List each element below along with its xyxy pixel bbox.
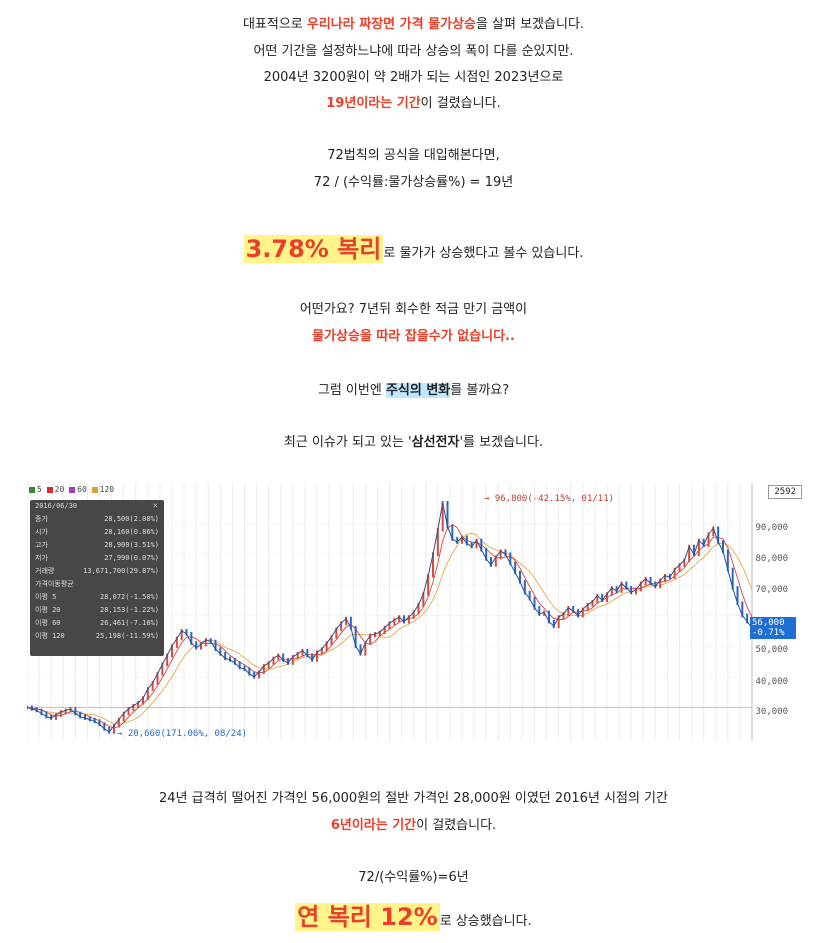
info-row: 이평 120 25,198(-11.59%): [35, 631, 159, 642]
chart-info-panel: 2016/06/30 ✕ 종가 28,500(2.08%) 시가 28,160(0.…: [30, 500, 164, 656]
info-value: 28,072(-1.50%): [99, 593, 159, 601]
text-segment: 을 살펴 보겠습니다.: [475, 17, 585, 32]
legend-item: 60: [77, 485, 87, 494]
text-segment: 로 물가가 상승했다고 볼수 있습니다.: [383, 246, 584, 261]
paragraph-line-12: 24년 급격히 떨어진 가격인 56,000원의 절반 가격인 28,000원 …: [159, 791, 668, 806]
paragraph-line-11: 최근 이슈가 되고 있는 '삼선전자'를 보겠습니다.: [0, 433, 827, 453]
info-key: 가격이동평균: [35, 580, 74, 588]
paragraph-line-9: 물가상승을 따라 잡을수가 없습니다..: [0, 327, 827, 347]
current-price-tag: 56,000 -0.71%: [750, 617, 796, 639]
current-price: 56,000: [752, 618, 785, 628]
legend-swatch: [91, 486, 98, 493]
paragraph-line-4: 19년이라는 기간이 걸렸습니다.: [0, 94, 827, 114]
info-value: 26,461(-7.16%): [99, 619, 159, 627]
chart-corner-value: 2592: [768, 485, 802, 499]
highlight-red-text: 우리나라 짜장면 가격 물가상승: [306, 17, 476, 32]
text-segment: 그럼 이번엔: [317, 383, 386, 398]
bold-text: 삼선전자: [411, 435, 460, 450]
highlight-red-text: 물가상승을 따라 잡을수가 없습니다..: [312, 329, 515, 344]
big-highlight-text: 연 복리 12%: [295, 903, 440, 931]
paragraph-line-10: 그럼 이번엔 주식의 변화를 볼까요?: [0, 381, 827, 401]
info-row: 종가 28,500(2.08%): [35, 514, 159, 525]
text-segment: '를 보겠습니다.: [459, 435, 544, 450]
info-row: 이평 5 28,072(-1.50%): [35, 592, 159, 603]
paragraph-line-14: 72/(수익률%)=6년: [358, 870, 469, 885]
legend-swatch: [46, 486, 53, 493]
text-segment: 이 걸렸습니다.: [420, 96, 501, 111]
info-row: 가격이동평균: [35, 579, 159, 590]
current-change: -0.71%: [752, 628, 785, 638]
big-highlight-text: 3.78% 복리: [243, 235, 384, 263]
close-icon[interactable]: ✕: [152, 501, 158, 511]
paragraph-line-15: 연 복리 12% 로 상승했습니다.: [0, 900, 827, 939]
info-row: 거래량 13,671,700(29.87%): [35, 566, 159, 577]
y-tick-label: 40,000: [755, 677, 788, 687]
y-tick-label: 90,000: [755, 523, 788, 533]
info-key: 거래량: [35, 567, 55, 575]
paragraph-line-2: 어떤 기간을 설정하느냐에 따라 상승의 폭이 다를 순있지만.: [253, 44, 574, 59]
paragraph-line-8: 어떤가요? 7년뒤 회수한 적금 만기 금액이: [299, 302, 528, 317]
info-key: 종가: [35, 515, 48, 523]
info-key: 이평 20: [35, 606, 61, 614]
info-row: 고가 28,900(3.51%): [35, 540, 159, 551]
info-row: 시가 28,160(0.86%): [35, 527, 159, 538]
info-key: 이평 60: [35, 619, 61, 627]
info-value: 28,500(2.08%): [104, 515, 159, 523]
y-tick-label: 50,000: [755, 645, 788, 655]
text-segment: 를 볼까요?: [450, 383, 510, 398]
info-row: 이평 60 26,461(-7.16%): [35, 618, 159, 629]
legend-item: 120: [99, 485, 115, 494]
info-value: 28,900(3.51%): [104, 541, 159, 549]
info-value: 25,198(-11.59%): [95, 632, 159, 640]
paragraph-line-5: 72법칙의 공식을 대입해본다면,: [327, 148, 500, 163]
low-annotation: → 20,660(171.06%, 08/24): [117, 729, 248, 739]
info-row: 이평 20 28,153(-1.22%): [35, 605, 159, 616]
info-key: 고가: [35, 541, 48, 549]
highlight-red-text: 19년이라는 기간: [326, 96, 421, 111]
legend-item: 20: [54, 485, 65, 494]
info-row: 저가 27,990(0.07%): [35, 553, 159, 564]
info-key: 이평 120: [35, 632, 65, 640]
y-tick-label: 70,000: [755, 585, 788, 595]
y-tick-label: 30,000: [755, 707, 788, 717]
price-series-line: [27, 502, 753, 733]
text-segment: 로 상승했습니다.: [439, 914, 532, 929]
stock-chart: 5 20 60 120 2016/06/30 ✕ 종가 28,500(2.08%)…: [27, 483, 806, 741]
info-value: 28,153(-1.22%): [99, 606, 159, 614]
y-tick-label: 80,000: [755, 554, 788, 564]
highlight-blue-text: 주식의 변화: [385, 383, 451, 398]
info-key: 이평 5: [35, 593, 57, 601]
chart-legend: 5 20 60 120: [29, 485, 114, 494]
info-value: 27,990(0.07%): [104, 554, 159, 562]
legend-swatch: [69, 486, 76, 493]
paragraph-line-6: 72 / (수익률:물가상승률%) = 19년: [313, 175, 514, 190]
text-segment: 최근 이슈가 되고 있는 ': [283, 435, 412, 450]
legend-item: 5: [37, 485, 42, 494]
paragraph-line-13: 6년이라는 기간이 걸렸습니다.: [0, 816, 827, 836]
info-key: 시가: [35, 528, 48, 536]
paragraph-line-3: 2004년 3200원이 약 2배가 되는 시점인 2023년으로: [263, 70, 564, 85]
info-key: 저가: [35, 554, 48, 562]
text-segment: 이 걸렸습니다.: [416, 818, 497, 833]
highlight-red-text: 6년이라는 기간: [330, 818, 417, 833]
legend-swatch: [29, 486, 35, 493]
peak-annotation: → 96,800(-42.15%, 01/11): [484, 494, 615, 504]
paragraph-line-1: 대표적으로 우리나라 짜장면 가격 물가상승을 살펴 보겠습니다.: [0, 15, 827, 35]
info-date: 2016/06/30: [35, 502, 78, 510]
info-value: 28,160(0.86%): [104, 528, 159, 536]
paragraph-line-7: 3.78% 복리 로 물가가 상승했다고 볼수 있습니다.: [0, 232, 827, 271]
text-segment: 대표적으로: [242, 17, 307, 32]
info-value: 13,671,700(29.87%): [83, 567, 159, 575]
